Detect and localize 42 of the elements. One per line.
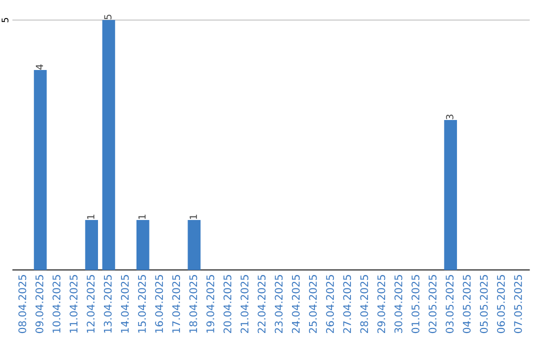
x-tick-label: 04.05.2025 xyxy=(462,275,471,334)
x-tick-label: 20.04.2025 xyxy=(223,275,232,334)
bar xyxy=(34,70,47,270)
bar xyxy=(102,20,116,270)
x-tick-label: 10.04.2025 xyxy=(52,275,60,333)
x-tick-label: 02.05.2025 xyxy=(428,275,436,334)
x-tick-label: 24.04.2025 xyxy=(292,275,300,334)
x-tick-label: 22.04.2025 xyxy=(258,275,266,334)
x-tick-label: 25.04.2025 xyxy=(308,275,317,334)
x-tick-label: 15.04.2025 xyxy=(138,275,146,333)
x-tick-label: 28.04.2025 xyxy=(360,275,368,334)
x-tick-label: 03.05.2025 xyxy=(446,275,454,334)
x-tick-label: 30.04.2025 xyxy=(394,275,402,333)
data-label: 1 xyxy=(138,214,146,219)
x-tick-label: 11.04.2025 xyxy=(70,275,78,333)
x-tick-label: 14.04.2025 xyxy=(120,275,129,333)
bar xyxy=(136,220,150,270)
data-label: 1 xyxy=(87,214,94,219)
x-tick-label: 29.04.2025 xyxy=(377,275,386,334)
x-tick-label: 12.04.2025 xyxy=(86,275,95,333)
data-label: 1 xyxy=(190,214,197,219)
bar xyxy=(188,220,201,270)
x-tick-label: 07.05.2025 xyxy=(514,275,522,334)
x-tick-label: 18.04.2025 xyxy=(189,275,198,333)
x-tick-label: 19.04.2025 xyxy=(206,275,214,333)
x-tick-label: 08.04.2025 xyxy=(18,275,26,334)
data-label: 4 xyxy=(36,64,43,70)
bar xyxy=(85,220,98,270)
x-tick-label: 06.05.2025 xyxy=(496,275,505,334)
x-tick-label: 26.04.2025 xyxy=(326,275,334,334)
x-tick-label: 23.04.2025 xyxy=(274,275,283,334)
x-tick-label: 27.04.2025 xyxy=(343,275,352,334)
data-label: 3 xyxy=(446,114,454,120)
x-tick-label: 13.04.2025 xyxy=(104,275,112,333)
data-label: 5 xyxy=(104,14,112,20)
x-tick-label: 05.05.2025 xyxy=(480,275,488,334)
x-tick-label: 09.04.2025 xyxy=(35,275,44,334)
x-tick-label: 17.04.2025 xyxy=(172,275,180,333)
x-tick-label: 21.04.2025 xyxy=(240,275,248,334)
bar xyxy=(444,120,457,270)
x-tick-label: 16.04.2025 xyxy=(155,275,163,333)
x-tick-label: 01.05.2025 xyxy=(412,275,420,334)
